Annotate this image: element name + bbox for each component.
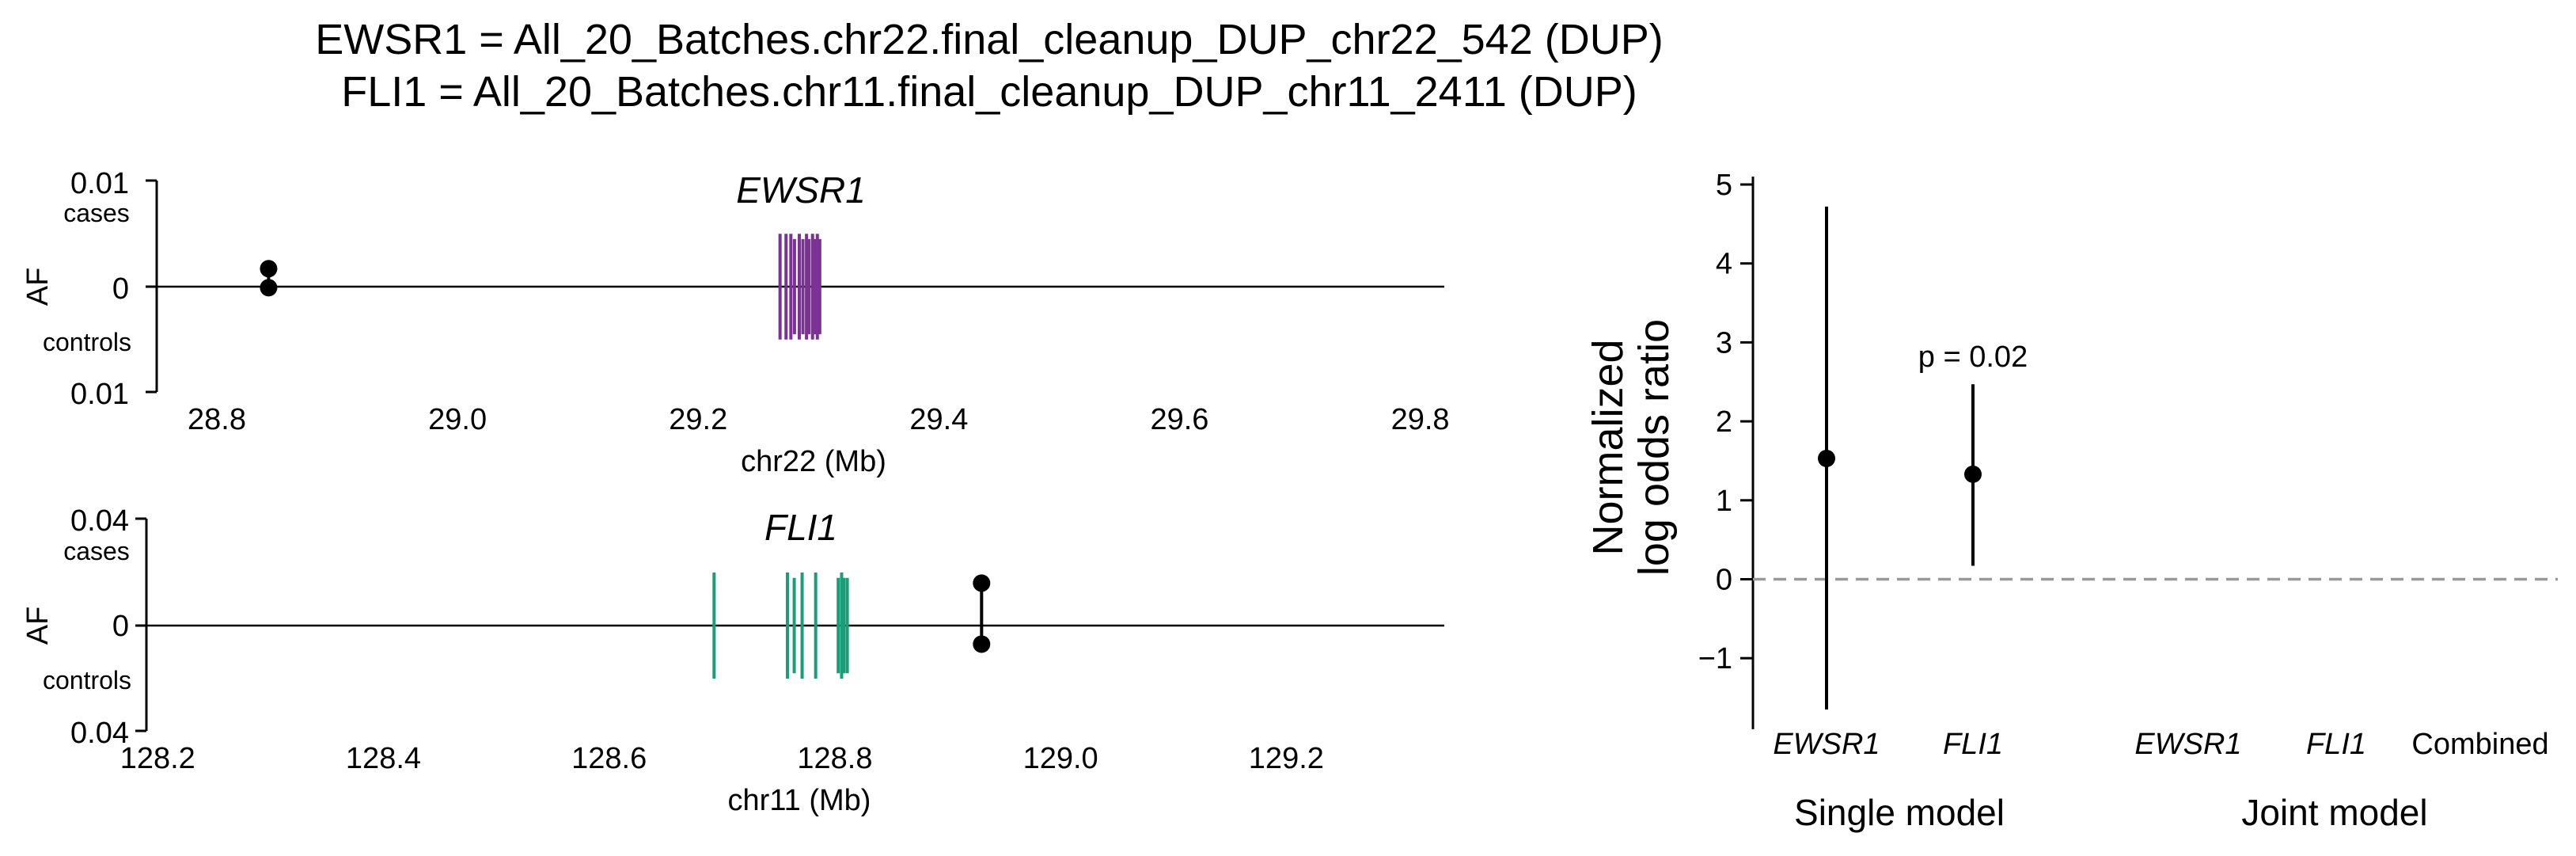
estimate-point	[1964, 465, 1982, 483]
y-tick-label: 1	[1716, 485, 1732, 518]
y-tick-label: −1	[1698, 642, 1732, 675]
x-tick-label: 29.4	[909, 403, 968, 436]
variant-point-controls	[260, 279, 278, 297]
ewsr1-marks: 28.8 29.0 29.2 29.4 29.6 29.8	[146, 179, 1450, 436]
y-axis-label: AF	[21, 607, 55, 645]
gene-label-ewsr1: EWSR1	[736, 169, 866, 211]
y-axis-label: AF	[21, 268, 55, 306]
odds-ratio-marks: 5 4 3 2 1 0 −1 EWSR1 FLI1 EWSR1 FLI1 Combined p = 0.…	[1698, 169, 2558, 761]
variant-point-cases	[973, 574, 991, 592]
category-label: EWSR1	[2134, 728, 2241, 761]
cases-caption: cases	[63, 199, 130, 227]
ytick-zero: 0	[112, 610, 129, 643]
ytick-top-cases: 0.01	[70, 167, 129, 200]
title-line-1: EWSR1 = All_20_Batches.chr22.final_clean…	[315, 16, 1663, 63]
variant-point-cases	[260, 260, 278, 278]
y-tick-label: 4	[1716, 248, 1732, 281]
log-odds-ratio-panel: Normalized log odds ratio Single model J…	[1584, 169, 2558, 833]
ytick-bottom-controls: 0.01	[70, 378, 129, 411]
x-axis-label: chr22 (Mb)	[741, 445, 886, 478]
fli1-marks: 128.2 128.4 128.6 128.8 129.0 129.2	[120, 517, 1444, 775]
x-tick-label: 128.6	[571, 742, 647, 775]
group-label-single-model: Single model	[1794, 792, 2005, 833]
variant-point-controls	[973, 635, 991, 653]
y-tick-label: 0	[1716, 564, 1732, 597]
y-axis-label-line-1: Normalized	[1584, 339, 1632, 555]
x-tick-label: 129.2	[1249, 742, 1324, 775]
title-line-2: FLI1 = All_20_Batches.chr11.final_cleanu…	[341, 68, 1637, 116]
estimate-point	[1818, 449, 1835, 467]
figure-title: EWSR1 = All_20_Batches.chr22.final_clean…	[315, 16, 1663, 116]
y-tick-label: 5	[1716, 169, 1732, 202]
y-axis-label-line-2: log odds ratio	[1630, 319, 1678, 576]
p-value-label: p = 0.02	[1918, 340, 2028, 374]
y-tick-label: 2	[1716, 405, 1732, 439]
x-tick-label: 29.8	[1391, 403, 1450, 436]
category-label: Combined	[2411, 728, 2548, 761]
controls-caption: controls	[43, 666, 131, 694]
x-tick-label: 29.2	[669, 403, 727, 436]
category-label: FLI1	[1943, 728, 2003, 761]
ytick-bottom-controls: 0.04	[70, 717, 129, 750]
y-axis-label: Normalized log odds ratio	[1584, 319, 1678, 576]
cases-caption: cases	[63, 537, 130, 565]
x-tick-label: 29.0	[428, 403, 487, 436]
group-label-joint-model: Joint model	[2241, 792, 2427, 833]
x-axis-label: chr11 (Mb)	[728, 784, 871, 817]
y-tick-label: 3	[1716, 326, 1732, 360]
fli1-locus-panel: FLI1 0.04 cases 0 controls 0.04 AF chr11…	[21, 504, 1444, 817]
ytick-top-cases: 0.04	[70, 504, 129, 538]
x-tick-label: 29.6	[1150, 403, 1208, 436]
x-tick-label: 129.0	[1023, 742, 1098, 775]
x-tick-label: 128.8	[797, 742, 872, 775]
gene-label-fli1: FLI1	[764, 507, 837, 548]
ytick-zero: 0	[112, 272, 129, 306]
x-tick-label: 128.2	[120, 742, 195, 775]
x-tick-label: 28.8	[188, 403, 246, 436]
x-tick-label: 128.4	[346, 742, 421, 775]
controls-caption: controls	[43, 328, 131, 356]
category-label: EWSR1	[1773, 728, 1880, 761]
category-label: FLI1	[2306, 728, 2366, 761]
ewsr1-locus-panel: EWSR1 0.01 cases 0 controls 0.01 AF chr2…	[21, 167, 1450, 478]
